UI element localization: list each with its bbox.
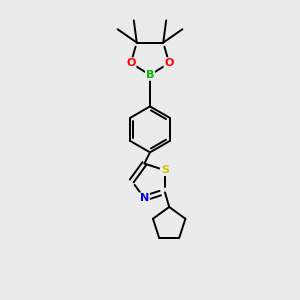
- Text: O: O: [164, 58, 174, 68]
- Text: S: S: [161, 165, 169, 175]
- Text: N: N: [140, 193, 149, 203]
- Text: O: O: [126, 58, 136, 68]
- Text: B: B: [146, 70, 154, 80]
